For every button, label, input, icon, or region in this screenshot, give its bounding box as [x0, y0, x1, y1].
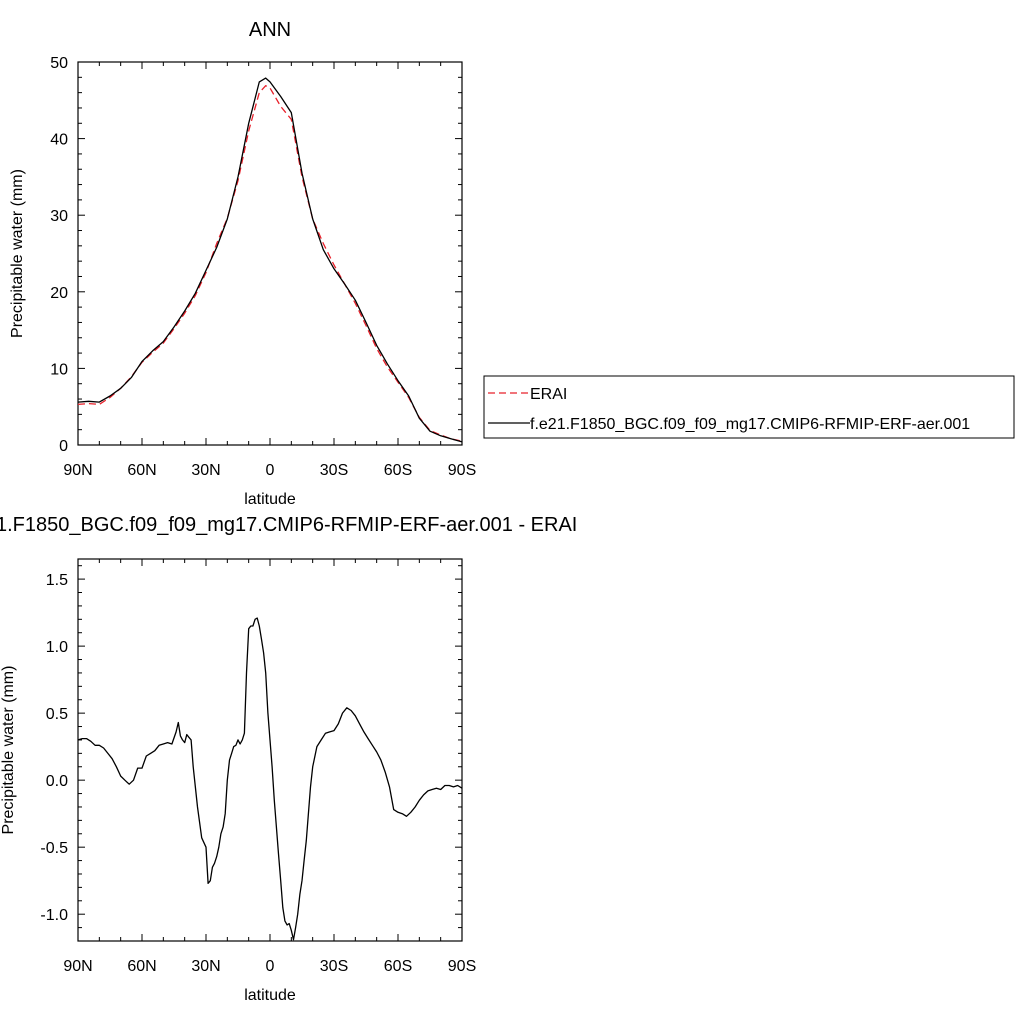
- legend: ERAI f.e21.F1850_BGC.f09_f09_mg17.CMIP6-R…: [483, 375, 1015, 439]
- x-tick-label: 90N: [63, 462, 92, 479]
- x-tick-label: 0: [266, 958, 275, 975]
- y-axis-label: Precipitable water (mm): [0, 666, 17, 835]
- y-tick-label: 0: [59, 438, 68, 455]
- x-tick-label: 60N: [127, 462, 156, 479]
- plot-frame: [77, 61, 463, 446]
- legend-box: [483, 375, 1015, 439]
- y-tick-label: -1.0: [40, 907, 68, 924]
- chart-2: f.e21.F1850_BGC.f09_f09_mg17.CMIP6-RFMIP…: [0, 514, 577, 1004]
- series-line-1: [77, 617, 463, 941]
- series-line-2: [77, 77, 463, 443]
- x-tick-label: 90N: [63, 958, 92, 975]
- x-tick-label: 30N: [191, 958, 220, 975]
- y-tick-label: 0.0: [46, 773, 68, 790]
- x-tick-label: 60S: [384, 462, 412, 479]
- x-tick-label: 90S: [448, 958, 476, 975]
- series-line-1: [77, 85, 463, 442]
- y-tick-label: -0.5: [40, 840, 68, 857]
- x-tick-label: 30S: [320, 462, 348, 479]
- x-axis-label: latitude: [244, 987, 296, 1004]
- x-axis-label: latitude: [244, 491, 296, 508]
- x-tick-label: 90S: [448, 462, 476, 479]
- legend-label-1: ERAI: [530, 386, 567, 403]
- y-tick-label: 10: [50, 361, 68, 378]
- x-tick-label: 60S: [384, 958, 412, 975]
- x-tick-label: 60N: [127, 958, 156, 975]
- y-tick-label: 0.5: [46, 706, 68, 723]
- chart-title: f.e21.F1850_BGC.f09_f09_mg17.CMIP6-RFMIP…: [0, 514, 577, 536]
- y-tick-label: 1.0: [46, 639, 68, 656]
- x-tick-label: 0: [266, 462, 275, 479]
- chart-title: ANN: [249, 19, 291, 41]
- y-tick-label: 50: [50, 55, 68, 72]
- plot-frame: [77, 558, 463, 942]
- chart-1: ANN 90N 60N 30N 0 30S 60S 90S 0 10 20 30 40 50 latitud…: [9, 19, 1015, 508]
- y-tick-label: 30: [50, 208, 68, 225]
- y-axis-label: Precipitable water (mm): [9, 169, 26, 338]
- y-tick-label: 20: [50, 285, 68, 302]
- x-tick-label: 30S: [320, 958, 348, 975]
- y-tick-label: 1.5: [46, 572, 68, 589]
- y-tick-label: 40: [50, 132, 68, 149]
- legend-label-2: f.e21.F1850_BGC.f09_f09_mg17.CMIP6-RFMIP…: [530, 416, 970, 433]
- x-tick-label: 30N: [191, 462, 220, 479]
